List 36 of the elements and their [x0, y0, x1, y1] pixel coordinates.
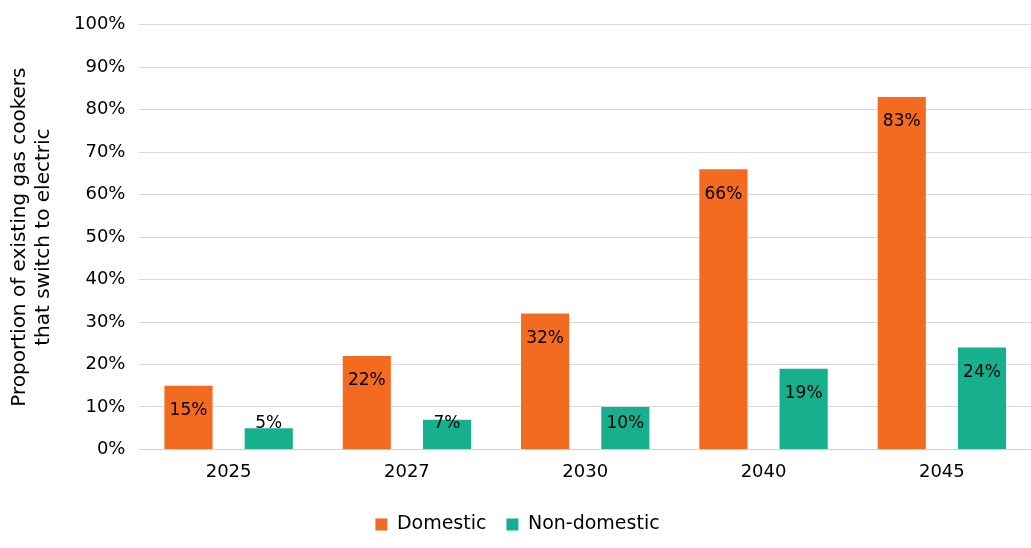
- data-label: 24%: [963, 360, 1001, 381]
- x-tick-label: 2025: [205, 459, 252, 481]
- bar: [521, 313, 570, 449]
- bar: [699, 169, 748, 449]
- data-label: 10%: [606, 411, 645, 432]
- x-tick-label: 2027: [384, 459, 430, 481]
- y-tick-label: 0%: [96, 437, 126, 459]
- data-label: 22%: [347, 369, 386, 390]
- data-label: 19%: [784, 382, 823, 403]
- y-tick-label: 90%: [85, 54, 126, 76]
- data-label: 83%: [882, 110, 921, 131]
- legend-label: Non-domestic: [527, 511, 660, 534]
- y-tick-label: 20%: [85, 352, 126, 374]
- x-tick-label: 2030: [562, 459, 609, 481]
- bar: [164, 385, 213, 449]
- legend-label: Domestic: [396, 511, 487, 534]
- y-axis-title: Proportion of existing gas cookers that switch to electric: [6, 67, 55, 407]
- x-tick-label: 2040: [740, 459, 787, 481]
- y-tick-label: 40%: [85, 267, 126, 289]
- bar: [244, 428, 293, 449]
- x-tick-label: 2045: [918, 459, 965, 481]
- data-label: 66%: [704, 182, 743, 203]
- y-tick-label: 70%: [85, 139, 126, 161]
- y-tick-label: 30%: [85, 309, 126, 331]
- data-label: 5%: [255, 411, 283, 432]
- data-label: 15%: [169, 399, 208, 420]
- bar: [779, 368, 828, 449]
- y-tick-label: 60%: [85, 182, 126, 204]
- y-tick-label: 80%: [85, 97, 126, 119]
- bar: [957, 347, 1007, 449]
- y-tick-label: 100%: [73, 12, 126, 34]
- y-tick-label: 10%: [85, 394, 126, 416]
- bar: [877, 96, 926, 449]
- data-label: 32%: [526, 326, 565, 347]
- y-tick-label: 50%: [85, 224, 126, 246]
- bar: [342, 355, 391, 449]
